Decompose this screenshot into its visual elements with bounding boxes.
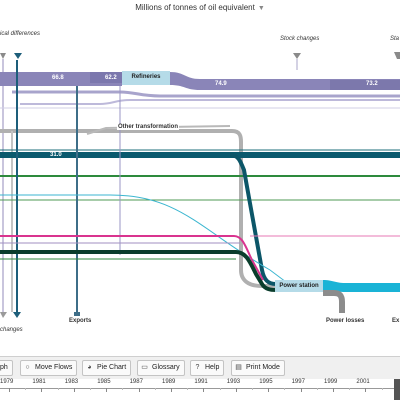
flow-value-label: 66.8: [52, 75, 64, 81]
power-losses-label: Power losses: [326, 318, 365, 324]
flow-coal-to-power[interactable]: [0, 250, 277, 292]
flow-value-label: 31.0: [50, 152, 62, 158]
move-flows-button[interactable]: ○ Move Flows: [20, 360, 78, 376]
timeline-minor-tick: [187, 388, 189, 390]
stock-changes-top-label: Stock changes: [280, 36, 320, 42]
print-mode-button[interactable]: ▤ Print Mode: [231, 360, 285, 376]
year-timeline[interactable]: 1979 1981 1983 1985 1987 1989 1991 1993 1995 1997…: [0, 379, 400, 400]
timeline-minor-tick: [349, 388, 351, 390]
exports-bottom-marker[interactable]: [74, 312, 80, 316]
flow-gas[interactable]: [0, 152, 400, 158]
timeline-tick: [203, 388, 205, 392]
flow-value-label: 62.2: [105, 75, 117, 81]
flow-value-label: 73.2: [366, 81, 378, 87]
timeline-tick: [41, 388, 43, 392]
timeline-minor-tick: [219, 388, 221, 390]
help-icon: ?: [195, 364, 200, 371]
timeline-tick: [138, 388, 140, 392]
move-flows-label: Move Flows: [35, 364, 73, 371]
graph-button-label: ph: [0, 364, 8, 371]
glossary-button[interactable]: ▭ Glossary: [137, 360, 185, 376]
graph-button[interactable]: ph: [0, 360, 13, 376]
dropdown-caret-icon: ▼: [257, 5, 265, 12]
timeline-minor-tick: [252, 388, 253, 390]
timeline-axis: [0, 388, 400, 389]
move-icon: ○: [25, 364, 30, 371]
timeline-year-label[interactable]: 1991: [194, 379, 208, 385]
exports-right-label: Ex: [392, 318, 400, 324]
unit-label: Millions of tonnes of oil equivalent: [135, 3, 255, 12]
stock-changes-bottom-label: changes: [0, 327, 23, 333]
unit-selector[interactable]: Millions of tonnes of oil equivalent ▼: [0, 3, 400, 12]
power-station-node[interactable]: [275, 280, 323, 292]
flow-thin-cyan[interactable]: [0, 194, 291, 286]
help-button[interactable]: ? Help: [190, 360, 225, 376]
pie-chart-icon: ◕: [87, 364, 92, 371]
timeline-minor-tick: [122, 388, 124, 390]
timeline-minor-tick: [284, 388, 286, 390]
timeline-year-label[interactable]: 1981: [32, 379, 46, 385]
timeline-tick: [365, 388, 367, 392]
flow-other-transformation-in[interactable]: [86, 125, 231, 135]
timeline-year-label[interactable]: 1983: [64, 379, 79, 385]
stat-diff-label: ical differences: [0, 31, 41, 37]
stat-diff-bottom-marker-icon[interactable]: [13, 312, 21, 318]
toolbar: ph ○ Move Flows ◕ Pie Chart ▭ Glossary ? Hel…: [0, 356, 400, 380]
timeline-year-label[interactable]: 1985: [97, 379, 111, 385]
timeline-minor-tick: [57, 388, 59, 390]
timeline-tick: [235, 388, 237, 392]
help-label: Help: [205, 364, 220, 371]
timeline-year-label[interactable]: 1979: [0, 379, 14, 385]
exports-label: Exports: [69, 318, 92, 324]
pie-chart-button[interactable]: ◕ Pie Chart: [82, 360, 132, 376]
timeline-tick: [9, 388, 10, 392]
timeline-slider-handle[interactable]: [394, 379, 400, 400]
timeline-tick: [73, 388, 75, 392]
stock-changes-right-label: Sta: [390, 36, 400, 42]
timeline-minor-tick: [25, 388, 27, 390]
timeline-minor-tick: [154, 388, 156, 390]
timeline-tick: [333, 388, 334, 392]
flow-power-losses[interactable]: [323, 290, 345, 313]
flow-gas-to-power[interactable]: [229, 153, 277, 286]
printer-icon: ▤: [235, 364, 242, 371]
power-station-label: Power station: [279, 283, 319, 289]
timeline-year-label[interactable]: 1997: [291, 379, 305, 385]
refineries-node[interactable]: [122, 71, 170, 85]
timeline-minor-tick: [316, 388, 318, 390]
stat-diff-marker-grey-icon[interactable]: [0, 53, 6, 59]
stock-marker-right-icon[interactable]: [394, 52, 400, 59]
timeline-year-label[interactable]: 2001: [356, 379, 370, 385]
timeline-minor-tick: [381, 388, 383, 390]
flow-crude-segment[interactable]: [90, 72, 122, 83]
glossary-label: Glossary: [152, 364, 180, 371]
timeline-year-label[interactable]: 1989: [162, 379, 176, 385]
stock-changes-bottom-marker-icon[interactable]: [0, 312, 7, 318]
timeline-year-label[interactable]: 1999: [324, 379, 338, 385]
other-transformation-label: Other transformation: [117, 124, 180, 130]
timeline-year-label[interactable]: 1987: [129, 379, 143, 385]
timeline-tick: [268, 388, 270, 392]
flow-lavender-2[interactable]: [20, 99, 400, 105]
glossary-icon: ▭: [141, 364, 148, 371]
timeline-year-label[interactable]: 1993: [226, 379, 241, 385]
pie-chart-label: Pie Chart: [97, 364, 127, 371]
stat-diff-marker-blue-icon[interactable]: [14, 53, 22, 59]
timeline-tick: [300, 388, 302, 392]
refineries-label: Refineries: [131, 74, 161, 80]
stock-changes-marker-icon[interactable]: [293, 53, 301, 59]
timeline-minor-tick: [90, 388, 91, 390]
flow-lavender-1[interactable]: [12, 90, 400, 98]
flow-value-label: 74.9: [215, 81, 227, 87]
print-mode-label: Print Mode: [246, 364, 280, 371]
timeline-year-label[interactable]: 1995: [259, 379, 273, 385]
flow-electricity-out[interactable]: [323, 280, 400, 292]
flow-petroleum-right[interactable]: [330, 80, 400, 90]
flow-other-transformation[interactable]: [0, 129, 275, 288]
timeline-tick: [106, 388, 108, 392]
flow-pink-to-power[interactable]: [0, 235, 264, 281]
timeline-tick: [171, 388, 172, 392]
